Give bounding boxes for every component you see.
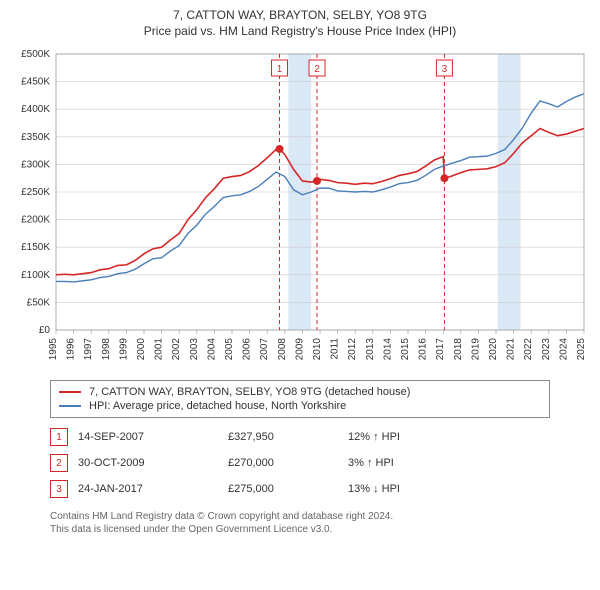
- footer-attribution: Contains HM Land Registry data © Crown c…: [50, 510, 550, 536]
- svg-text:1: 1: [277, 64, 283, 75]
- legend-row: 7, CATTON WAY, BRAYTON, SELBY, YO8 9TG (…: [59, 385, 541, 399]
- event-date: 24-JAN-2017: [78, 483, 228, 495]
- svg-text:2006: 2006: [242, 338, 253, 361]
- svg-text:2020: 2020: [488, 338, 499, 361]
- svg-text:2004: 2004: [206, 338, 217, 361]
- price-line-chart: £0 £50K £100K £150K £200K £250K £300K £350K £400…: [8, 44, 592, 374]
- svg-text:2013: 2013: [365, 338, 376, 361]
- svg-text:£350K: £350K: [21, 132, 50, 143]
- svg-text:£100K: £100K: [21, 270, 50, 281]
- event-number: 1: [50, 428, 68, 446]
- legend: 7, CATTON WAY, BRAYTON, SELBY, YO8 9TG (…: [50, 380, 550, 418]
- svg-text:2002: 2002: [171, 338, 182, 361]
- event-price: £270,000: [228, 457, 348, 469]
- svg-text:2008: 2008: [277, 338, 288, 361]
- chart-title: 7, CATTON WAY, BRAYTON, SELBY, YO8 9TG: [8, 8, 592, 22]
- svg-text:£500K: £500K: [21, 49, 50, 60]
- event-number: 2: [50, 454, 68, 472]
- event-row: 3 24-JAN-2017£275,00013% ↓ HPI: [50, 476, 550, 502]
- event-table: 1 14-SEP-2007£327,95012% ↑ HPI 2 30-OCT-200…: [50, 424, 550, 502]
- event-delta: 12% ↑ HPI: [348, 431, 468, 443]
- svg-text:2016: 2016: [418, 338, 429, 361]
- svg-text:3: 3: [442, 64, 448, 75]
- svg-text:2011: 2011: [330, 338, 341, 360]
- event-price: £327,950: [228, 431, 348, 443]
- event-number: 3: [50, 480, 68, 498]
- chart-container: £0 £50K £100K £150K £200K £250K £300K £350K £400…: [8, 44, 592, 374]
- footer-line: Contains HM Land Registry data © Crown c…: [50, 510, 550, 523]
- svg-text:1995: 1995: [48, 338, 59, 361]
- svg-text:2017: 2017: [435, 338, 446, 361]
- svg-text:£0: £0: [39, 325, 51, 336]
- svg-text:2021: 2021: [506, 338, 517, 361]
- event-row: 2 30-OCT-2009£270,0003% ↑ HPI: [50, 450, 550, 476]
- event-delta: 13% ↓ HPI: [348, 483, 468, 495]
- svg-text:£300K: £300K: [21, 159, 50, 170]
- svg-text:2015: 2015: [400, 338, 411, 361]
- svg-text:£150K: £150K: [21, 242, 50, 253]
- svg-text:2009: 2009: [294, 338, 305, 361]
- svg-text:2: 2: [314, 64, 320, 75]
- svg-text:2003: 2003: [189, 338, 200, 361]
- event-date: 14-SEP-2007: [78, 431, 228, 443]
- svg-text:2023: 2023: [541, 338, 552, 361]
- footer-line: This data is licensed under the Open Gov…: [50, 523, 550, 536]
- svg-text:£250K: £250K: [21, 187, 50, 198]
- legend-row: HPI: Average price, detached house, Nort…: [59, 399, 541, 413]
- svg-text:2012: 2012: [347, 338, 358, 361]
- svg-text:2005: 2005: [224, 338, 235, 361]
- chart-subtitle: Price paid vs. HM Land Registry's House …: [8, 24, 592, 38]
- legend-swatch: [59, 405, 81, 407]
- svg-text:£400K: £400K: [21, 104, 50, 115]
- svg-text:2019: 2019: [470, 338, 481, 361]
- svg-text:2000: 2000: [136, 338, 147, 361]
- svg-text:£50K: £50K: [27, 297, 51, 308]
- svg-text:2022: 2022: [523, 338, 534, 361]
- svg-text:2018: 2018: [453, 338, 464, 361]
- svg-text:2010: 2010: [312, 338, 323, 361]
- svg-text:2014: 2014: [382, 338, 393, 361]
- event-date: 30-OCT-2009: [78, 457, 228, 469]
- legend-swatch: [59, 391, 81, 393]
- event-price: £275,000: [228, 483, 348, 495]
- svg-text:1996: 1996: [66, 338, 77, 361]
- svg-text:1998: 1998: [101, 338, 112, 361]
- legend-label: HPI: Average price, detached house, Nort…: [89, 400, 346, 412]
- svg-text:2007: 2007: [259, 338, 270, 361]
- svg-text:£450K: £450K: [21, 77, 50, 88]
- svg-text:2001: 2001: [154, 338, 165, 361]
- event-row: 1 14-SEP-2007£327,95012% ↑ HPI: [50, 424, 550, 450]
- svg-text:2024: 2024: [558, 338, 569, 361]
- svg-text:2025: 2025: [576, 338, 587, 361]
- svg-text:£200K: £200K: [21, 215, 50, 226]
- legend-label: 7, CATTON WAY, BRAYTON, SELBY, YO8 9TG (…: [89, 386, 410, 398]
- svg-text:1997: 1997: [83, 338, 94, 361]
- svg-text:1999: 1999: [118, 338, 129, 361]
- event-delta: 3% ↑ HPI: [348, 457, 468, 469]
